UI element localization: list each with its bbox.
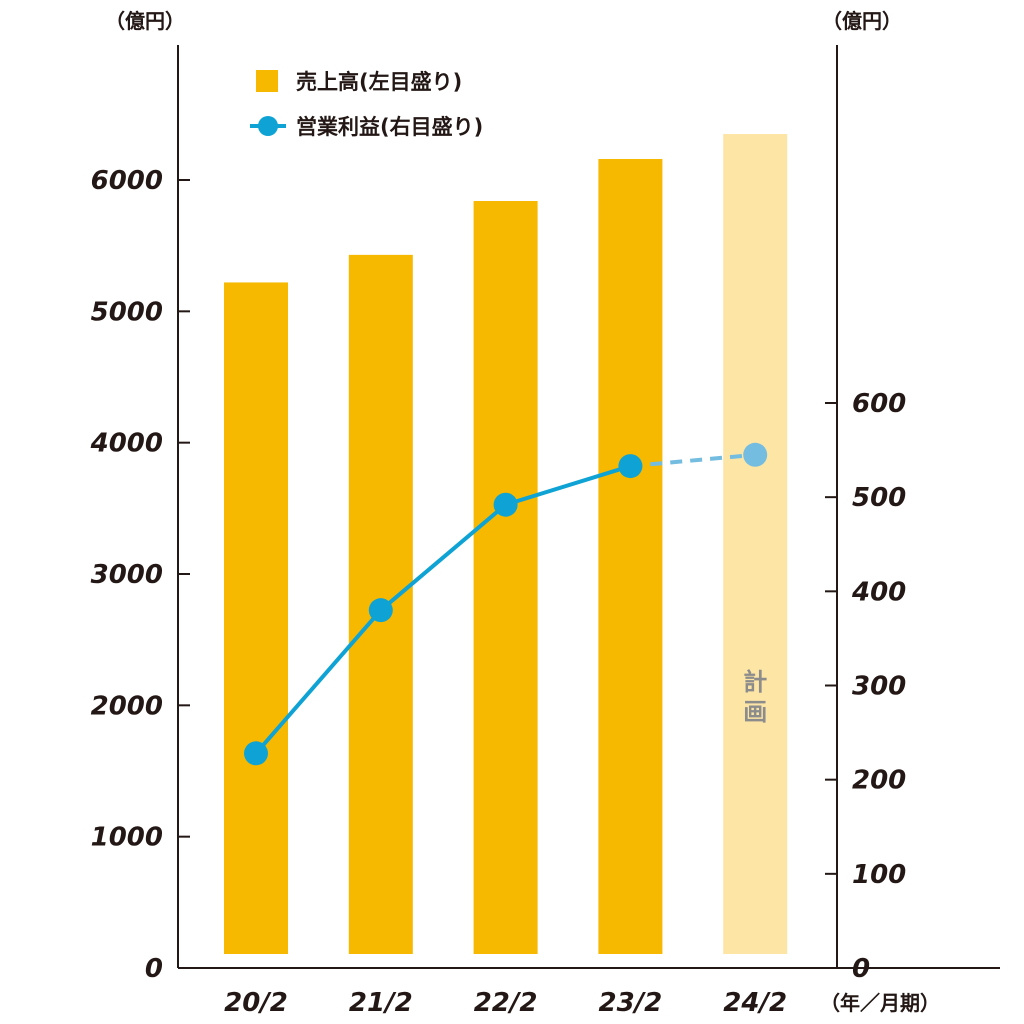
- profit-point-22-2: [493, 492, 518, 517]
- legend-line-label: 営業利益(右目盛り): [296, 115, 483, 139]
- bar-22-2: [473, 201, 538, 955]
- right-tick-label-400: 400: [851, 577, 906, 607]
- left-tick-label-3000: 3000: [91, 560, 163, 590]
- right-tick-label-600: 600: [852, 389, 906, 419]
- axes-layer: 0 1000 2000 3000 4000 5000 6000 0 100 200 300 400 50…: [90, 45, 1000, 1018]
- profit-point-23-2: [618, 454, 643, 479]
- left-tick-label-4000: 4000: [90, 429, 163, 459]
- left-tick-label-0: 0: [145, 954, 163, 984]
- bar-24-2: [723, 134, 788, 955]
- legend-line-marker: [258, 116, 278, 136]
- profit-point-21-2: [368, 598, 393, 623]
- right-tick-label-100: 100: [852, 860, 906, 890]
- profit-point-24-2: [743, 442, 768, 467]
- profit-point-20-2: [244, 741, 268, 766]
- left-axis-unit: （億円）: [105, 9, 185, 33]
- line-layer: [244, 442, 768, 766]
- plan-label-char-0: 計: [743, 668, 767, 696]
- right-tick-label-300: 300: [852, 672, 906, 702]
- right-tick-label-500: 500: [852, 483, 906, 513]
- x-tick-label-24-2: 24/2: [723, 988, 787, 1018]
- left-tick-label-2000: 2000: [91, 691, 163, 721]
- legend-bar-swatch: [256, 70, 278, 92]
- right-tick-label-0: 0: [852, 954, 870, 984]
- x-tick-label-22-2: 22/2: [474, 988, 538, 1018]
- right-axis-unit: （億円）: [822, 9, 902, 33]
- left-tick-label-5000: 5000: [91, 297, 163, 327]
- bar-20-2: [224, 282, 288, 954]
- plan-label-char-1: 画: [743, 698, 767, 726]
- legend: 売上高(左目盛り) 営業利益(右目盛り): [250, 70, 483, 139]
- profit-line-plan: [630, 452, 756, 469]
- left-tick-label-1000: 1000: [91, 823, 163, 853]
- bar-23-2: [598, 158, 663, 954]
- left-tick-label-6000: 6000: [91, 166, 163, 196]
- x-axis-unit: （年／月期）: [820, 991, 940, 1015]
- x-tick-label-23-2: 23/2: [599, 988, 663, 1018]
- legend-bar-label: 売上高(左目盛り): [296, 70, 462, 94]
- right-tick-label-200: 200: [852, 766, 906, 796]
- x-tick-label-21-2: 21/2: [349, 988, 413, 1018]
- bars-layer: 計画: [224, 134, 788, 955]
- profit-line-actual: [254, 464, 631, 755]
- x-tick-label-20-2: 20/2: [224, 988, 288, 1018]
